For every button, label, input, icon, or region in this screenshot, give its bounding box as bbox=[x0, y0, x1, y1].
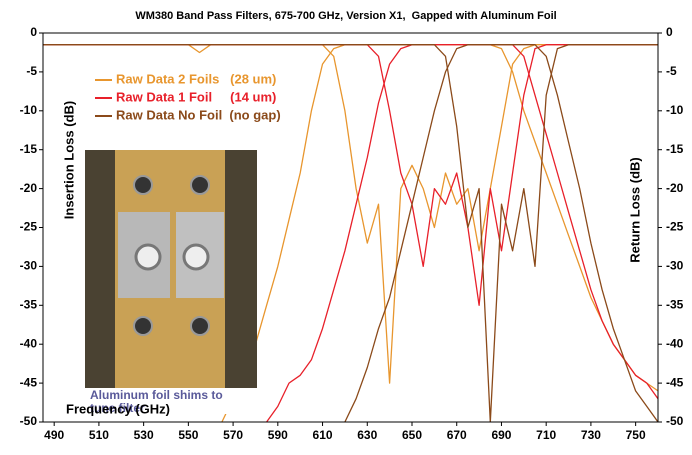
insertion-loss-line bbox=[266, 44, 658, 422]
x-tick-label: 750 bbox=[626, 428, 646, 442]
legend-label: Raw Data No Foil (no gap) bbox=[116, 107, 281, 122]
y2-tick-label: -40 bbox=[666, 336, 684, 350]
y-tick-label: -50 bbox=[20, 414, 38, 428]
y2-tick-label: -30 bbox=[666, 259, 684, 273]
x-tick-label: 610 bbox=[313, 428, 333, 442]
y-tick-label: -30 bbox=[20, 259, 38, 273]
y-axis-label: Insertion Loss (dB) bbox=[61, 101, 76, 219]
insertion-loss-line bbox=[344, 44, 658, 422]
x-axis-label: Frequency (GHz) bbox=[66, 401, 170, 416]
caption-bg bbox=[85, 388, 257, 414]
y2-tick-label: -25 bbox=[666, 220, 684, 234]
y-tick-label: -15 bbox=[20, 142, 38, 156]
inset-photo: Aluminum foil shims to tune filter bbox=[85, 150, 257, 415]
x-tick-label: 590 bbox=[268, 428, 288, 442]
y2-tick-label: -20 bbox=[666, 181, 684, 195]
y2-tick-label: 0 bbox=[666, 25, 673, 39]
y-tick-label: -5 bbox=[26, 64, 37, 78]
y-tick-label: 0 bbox=[30, 25, 37, 39]
y2-tick-label: -45 bbox=[666, 375, 684, 389]
x-tick-label: 650 bbox=[402, 428, 422, 442]
x-tick-label: 670 bbox=[447, 428, 467, 442]
y2-tick-label: -10 bbox=[666, 103, 684, 117]
screw bbox=[133, 175, 153, 195]
y-tick-label: -35 bbox=[20, 297, 38, 311]
y-tick-label: -45 bbox=[20, 375, 38, 389]
x-tick-label: 710 bbox=[536, 428, 556, 442]
inset-caption: tune filter bbox=[90, 401, 145, 415]
x-tick-label: 530 bbox=[134, 428, 154, 442]
x-tick-label: 730 bbox=[581, 428, 601, 442]
y-tick-label: -40 bbox=[20, 336, 38, 350]
x-tick-label: 690 bbox=[491, 428, 511, 442]
y2-tick-label: -50 bbox=[666, 414, 684, 428]
photo-block bbox=[85, 150, 115, 388]
y-tick-label: -25 bbox=[20, 220, 38, 234]
waveguide-port bbox=[182, 243, 210, 271]
y2-tick-label: -5 bbox=[666, 64, 677, 78]
photo-block bbox=[225, 150, 257, 388]
y-tick-label: -10 bbox=[20, 103, 38, 117]
x-tick-label: 550 bbox=[178, 428, 198, 442]
y2-tick-label: -15 bbox=[666, 142, 684, 156]
y-tick-label: -20 bbox=[20, 181, 38, 195]
waveguide-port bbox=[134, 243, 162, 271]
y2-tick-label: -35 bbox=[666, 297, 684, 311]
screw bbox=[133, 316, 153, 336]
legend-label: Raw Data 2 Foils (28 um) bbox=[116, 71, 276, 86]
x-tick-label: 490 bbox=[44, 428, 64, 442]
screw bbox=[190, 316, 210, 336]
y2-axis-label: Return Loss (dB) bbox=[627, 157, 642, 262]
x-tick-label: 570 bbox=[223, 428, 243, 442]
x-tick-label: 510 bbox=[89, 428, 109, 442]
x-tick-label: 630 bbox=[357, 428, 377, 442]
plot-lines bbox=[43, 44, 658, 422]
screw bbox=[190, 175, 210, 195]
legend-label: Raw Data 1 Foil (14 um) bbox=[116, 89, 276, 104]
chart-title: WM380 Band Pass Filters, 675-700 GHz, Ve… bbox=[135, 10, 556, 22]
inset-caption: Aluminum foil shims to bbox=[90, 388, 223, 402]
return-loss-line bbox=[43, 44, 658, 422]
